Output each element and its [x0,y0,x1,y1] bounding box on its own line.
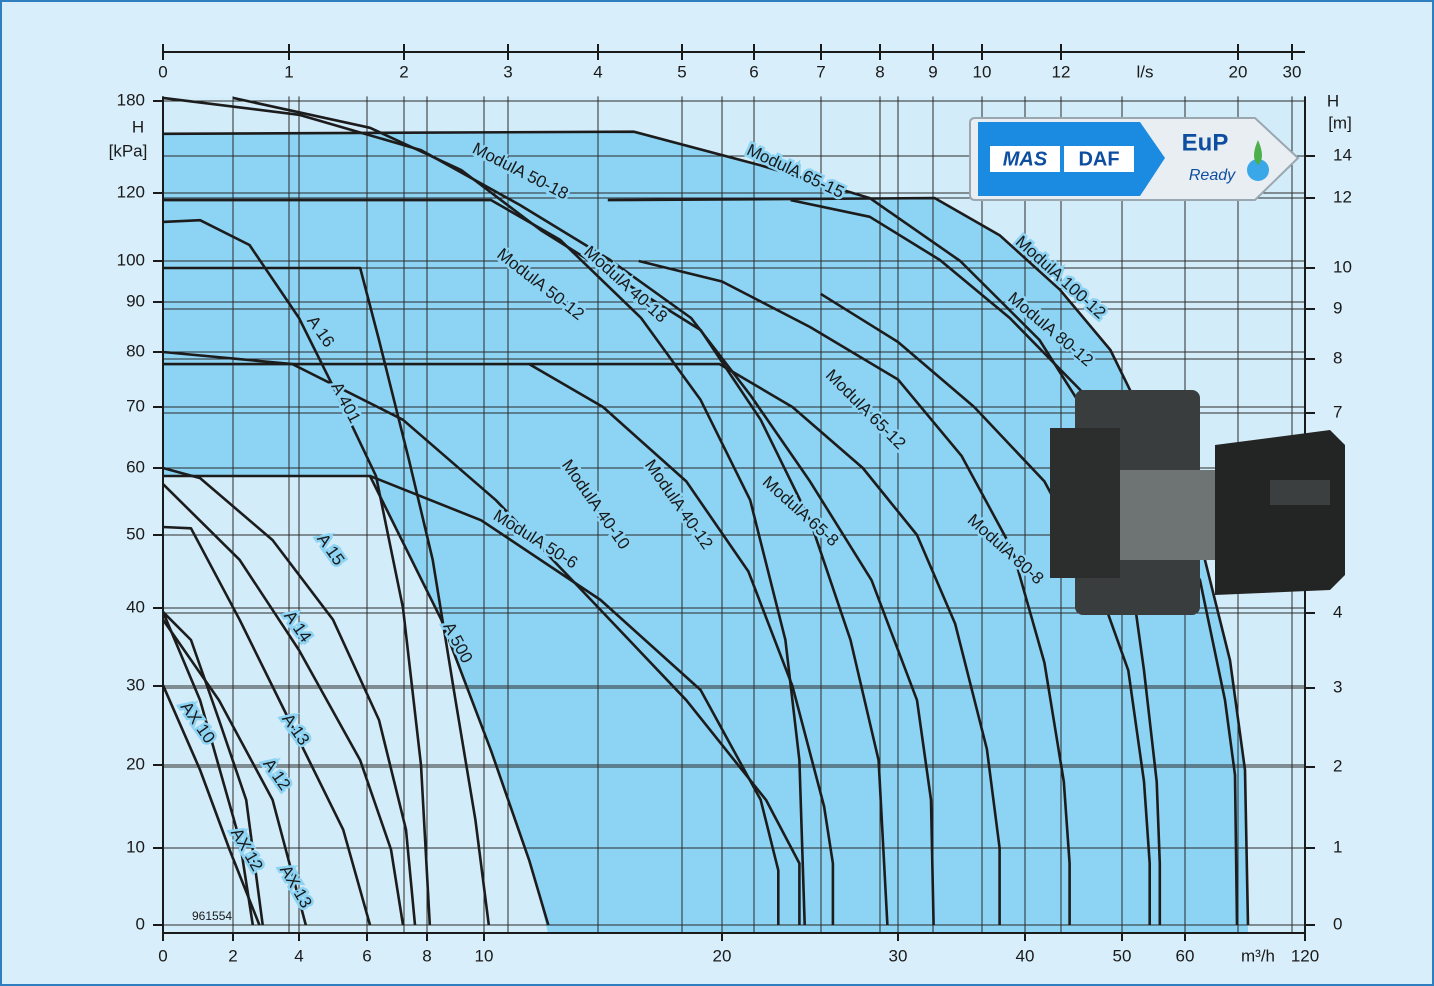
pump-curve [638,259,1071,925]
pump-panel [1270,480,1330,505]
y2-tick-label: 9 [1333,298,1342,317]
x-tick-label: 4 [294,946,303,965]
x2-tick-label: 6 [749,62,758,81]
y-tick-label: 40 [126,597,145,616]
x-tick-label: 10 [475,946,494,965]
x-tick-label: 50 [1113,946,1132,965]
chart-code: 961554 [192,909,232,923]
pump-curve [162,525,372,926]
pump-curve [162,130,1162,925]
x2-axis-label: l/s [1137,62,1154,81]
y-axis-label: H [132,117,144,136]
pump-curve [163,362,835,925]
pump-curve [163,266,491,926]
pump-curve [163,198,806,926]
y-axis-label: [kPa] [109,141,148,160]
logo-brand: MAS [1003,148,1048,170]
y-tick-label: 100 [117,250,145,269]
pump-curve [529,362,1001,925]
logo-box [990,146,1060,172]
pump-curve [368,475,550,926]
pump-curve [162,483,405,926]
x2-tick-label: 0 [158,62,167,81]
x-tick-label: 120 [1291,946,1319,965]
y2-tick-label: 7 [1333,402,1342,421]
y2-tick-label: 2 [1333,756,1342,775]
y-tick-label: 90 [126,291,145,310]
x2-tick-label: 4 [593,62,602,81]
y-tick-label: 50 [126,524,145,543]
x2-tick-label: 7 [816,62,825,81]
operating-envelope [163,131,1248,933]
x-tick-label: 40 [1016,946,1035,965]
y2-tick-label: 4 [1333,602,1342,621]
logo-badge: EuP [1182,129,1229,156]
y2-tick-label: 3 [1333,677,1342,696]
y2-tick-label: 1 [1333,837,1342,856]
pump-curve [162,610,264,926]
y2-axis-label: [m] [1328,113,1352,132]
x2-tick-label: 20 [1229,62,1248,81]
y-tick-label: 120 [117,182,145,201]
x-axis-label: m³/h [1241,946,1275,965]
x2-tick-label: 8 [875,62,884,81]
x2-tick-label: 2 [399,62,408,81]
logo-badge-sub: Ready [1189,167,1236,184]
logo-drop [1247,159,1269,181]
y-tick-label: 30 [126,675,145,694]
y2-tick-label: 8 [1333,348,1342,367]
logo-leaf [1254,140,1262,165]
pump-curve [162,350,801,925]
logo-brand: DAF [1078,148,1119,170]
x2-tick-label: 10 [973,62,992,81]
pump-curve [161,618,308,926]
y-tick-label: 60 [126,457,145,476]
x-tick-label: 0 [158,946,167,965]
y-tick-label: 180 [117,90,145,109]
x-tick-label: 20 [713,946,732,965]
x-tick-label: 2 [228,946,237,965]
x-tick-label: 60 [1176,946,1195,965]
pump-curve [163,474,780,925]
pump-flange [1050,428,1120,578]
x2-tick-label: 5 [677,62,686,81]
y2-tick-label: 0 [1333,914,1342,933]
pump-curve [161,684,261,926]
y-tick-label: 20 [126,754,145,773]
y2-tick-label: 12 [1333,187,1352,206]
grid [162,96,1306,933]
x2-tick-label: 30 [1283,62,1302,81]
pump-curve [232,96,889,926]
y2-axis-label: H [1327,91,1339,110]
x2-tick-label: 1 [284,62,293,81]
y2-tick-label: 14 [1333,145,1352,164]
y-tick-label: 0 [136,914,145,933]
y-tick-label: 80 [126,341,145,360]
pump-curve [162,96,935,926]
y2-tick-label: 10 [1333,257,1352,276]
x-tick-label: 8 [422,946,431,965]
y-tick-label: 10 [126,837,145,856]
pump-curve [161,611,255,926]
x2-tick-label: 12 [1052,62,1071,81]
x-tick-label: 30 [889,946,908,965]
x2-tick-label: 3 [503,62,512,81]
x2-tick-label: 9 [928,62,937,81]
pump-head [1215,430,1345,595]
pump-curve [162,466,417,926]
x-tick-label: 6 [362,946,371,965]
logo-box [1064,146,1134,172]
pump-image [1050,390,1345,615]
pump-curve [162,218,432,926]
y-tick-label: 70 [126,396,145,415]
logo: MAS DAF EuP Ready [969,117,1300,201]
